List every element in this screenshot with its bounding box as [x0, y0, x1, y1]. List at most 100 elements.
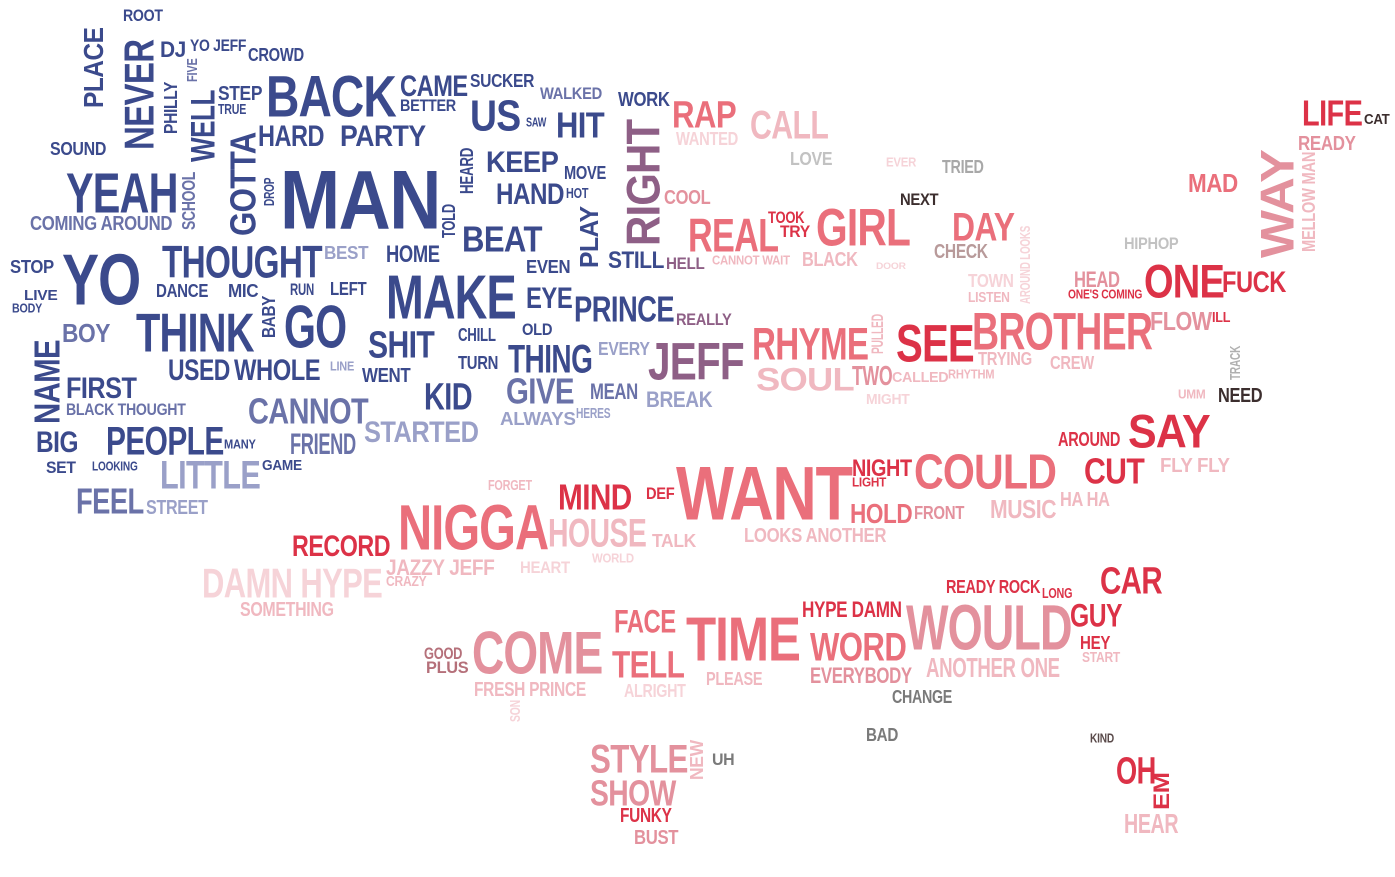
word-big: BIG: [36, 425, 78, 460]
word-umm: UMM: [1178, 388, 1206, 402]
word-work: WORK: [618, 88, 670, 112]
word-time: TIME: [686, 605, 801, 675]
word-ill: ILL: [1212, 308, 1231, 326]
word-ever: EVER: [886, 156, 917, 170]
word-wanted: WANTED: [676, 128, 739, 150]
word-mind: MIND: [558, 477, 632, 519]
word-light: LIGHT: [852, 476, 887, 490]
word-five: FIVE: [183, 58, 201, 82]
word-show: SHOW: [590, 773, 676, 815]
word-def: DEF: [646, 484, 675, 504]
word-door: DOOR: [876, 261, 906, 272]
word-front: FRONT: [914, 502, 965, 524]
word-around-looks: AROUND LOOKS: [1016, 225, 1034, 304]
word-bust: BUST: [634, 826, 679, 850]
word-nigga: NIGGA: [398, 491, 549, 564]
word-name: NAME: [27, 340, 69, 424]
word-man: MAN: [280, 152, 441, 247]
word-hot: HOT: [566, 184, 589, 202]
word-one-s-coming: ONE'S COMING: [1068, 288, 1143, 302]
word-night: NIGHT: [852, 453, 912, 482]
word-root: ROOT: [123, 6, 163, 26]
word-two: TWO: [852, 359, 893, 392]
word-body: BODY: [12, 302, 42, 316]
word-give: GIVE: [506, 371, 575, 413]
word-gotta: GOTTA: [223, 132, 265, 236]
word-tell: TELL: [612, 642, 685, 687]
word-long: LONG: [1042, 584, 1073, 602]
word-shit: SHIT: [368, 322, 435, 367]
word-say: SAY: [1128, 404, 1211, 459]
word-day: DAY: [952, 205, 1015, 251]
word-forget: FORGET: [488, 476, 532, 494]
word-change: CHANGE: [892, 686, 953, 708]
word-rap: RAP: [672, 92, 737, 137]
word-eye: EYE: [526, 281, 573, 316]
word-word: WORD: [810, 625, 907, 671]
word-around: AROUND: [1058, 428, 1121, 452]
word-fresh-prince: FRESH PRINCE: [474, 678, 586, 702]
word-check: CHECK: [934, 240, 988, 264]
word-rhyme: RHYME: [752, 318, 869, 371]
word-kind: KIND: [1090, 732, 1114, 746]
word-well: WELL: [183, 90, 223, 162]
word-always: ALWAYS: [500, 408, 576, 430]
word-heres: HERES: [576, 404, 611, 422]
word-called: CALLED: [892, 368, 949, 386]
word-walked: WALKED: [540, 84, 602, 104]
word-ready: READY: [1298, 132, 1356, 156]
word-listen: LISTEN: [968, 288, 1010, 306]
word-ha-ha: HA HA: [1060, 488, 1110, 512]
word-would: WOULD: [906, 591, 1073, 664]
word-track: TRACK: [1226, 345, 1244, 380]
word-looks-another: LOOKS ANOTHER: [744, 524, 887, 548]
word-right: RIGHT: [616, 119, 671, 246]
word-alright: ALRIGHT: [624, 680, 686, 702]
word-need: NEED: [1218, 384, 1263, 408]
word-line: LINE: [330, 360, 355, 374]
word-best: BEST: [324, 242, 369, 264]
word-drop: DROP: [260, 177, 278, 206]
word-crowd: CROWD: [248, 44, 304, 66]
word-call: CALL: [750, 103, 829, 149]
word-keep: KEEP: [486, 145, 559, 180]
word-many: MANY: [224, 438, 256, 452]
word-baby: BABY: [258, 295, 280, 338]
word-yeah: YEAH: [66, 162, 178, 226]
word-cannot-wait: CANNOT WAIT: [712, 254, 790, 268]
word-see: SEE: [896, 314, 975, 374]
word-went: WENT: [362, 364, 411, 388]
word-place: PLACE: [77, 27, 110, 109]
word-jazzy-jeff: JAZZY JEFF: [386, 555, 495, 580]
word-turn: TURN: [458, 352, 499, 374]
word-oh: OH: [1116, 748, 1156, 793]
word-thing: THING: [508, 337, 593, 383]
word-looking: LOOKING: [92, 460, 138, 474]
word-make: MAKE: [386, 263, 517, 333]
word-little: LITTLE: [160, 453, 261, 499]
word-old: OLD: [522, 320, 553, 340]
word-think: THINK: [136, 302, 254, 364]
word-philly: PHILLY: [160, 81, 182, 134]
word-boy: BOY: [62, 319, 111, 348]
word-head: HEAD: [1074, 267, 1120, 292]
word-talk: TALK: [652, 530, 696, 552]
word-might: MIGHT: [866, 390, 910, 408]
word-stop: STOP: [10, 256, 54, 278]
word-want: WANT: [676, 451, 853, 537]
word-dance: DANCE: [156, 280, 209, 302]
word-back: BACK: [266, 63, 397, 130]
word-dj: DJ: [160, 37, 186, 62]
word-started: STARTED: [364, 415, 479, 450]
word-ready-rock: READY ROCK: [946, 576, 1041, 598]
word-saw: SAW: [526, 116, 547, 130]
word-us: US: [470, 90, 521, 141]
word-every: EVERY: [598, 338, 650, 360]
word-love: LOVE: [790, 148, 833, 170]
word-never: NEVER: [116, 39, 164, 151]
word-still: STILL: [608, 245, 665, 274]
word-em: EM: [1149, 772, 1174, 810]
word-heard: HEARD: [456, 147, 478, 194]
word-everybody: EVERYBODY: [810, 663, 912, 688]
word-whole: WHOLE: [234, 353, 321, 388]
